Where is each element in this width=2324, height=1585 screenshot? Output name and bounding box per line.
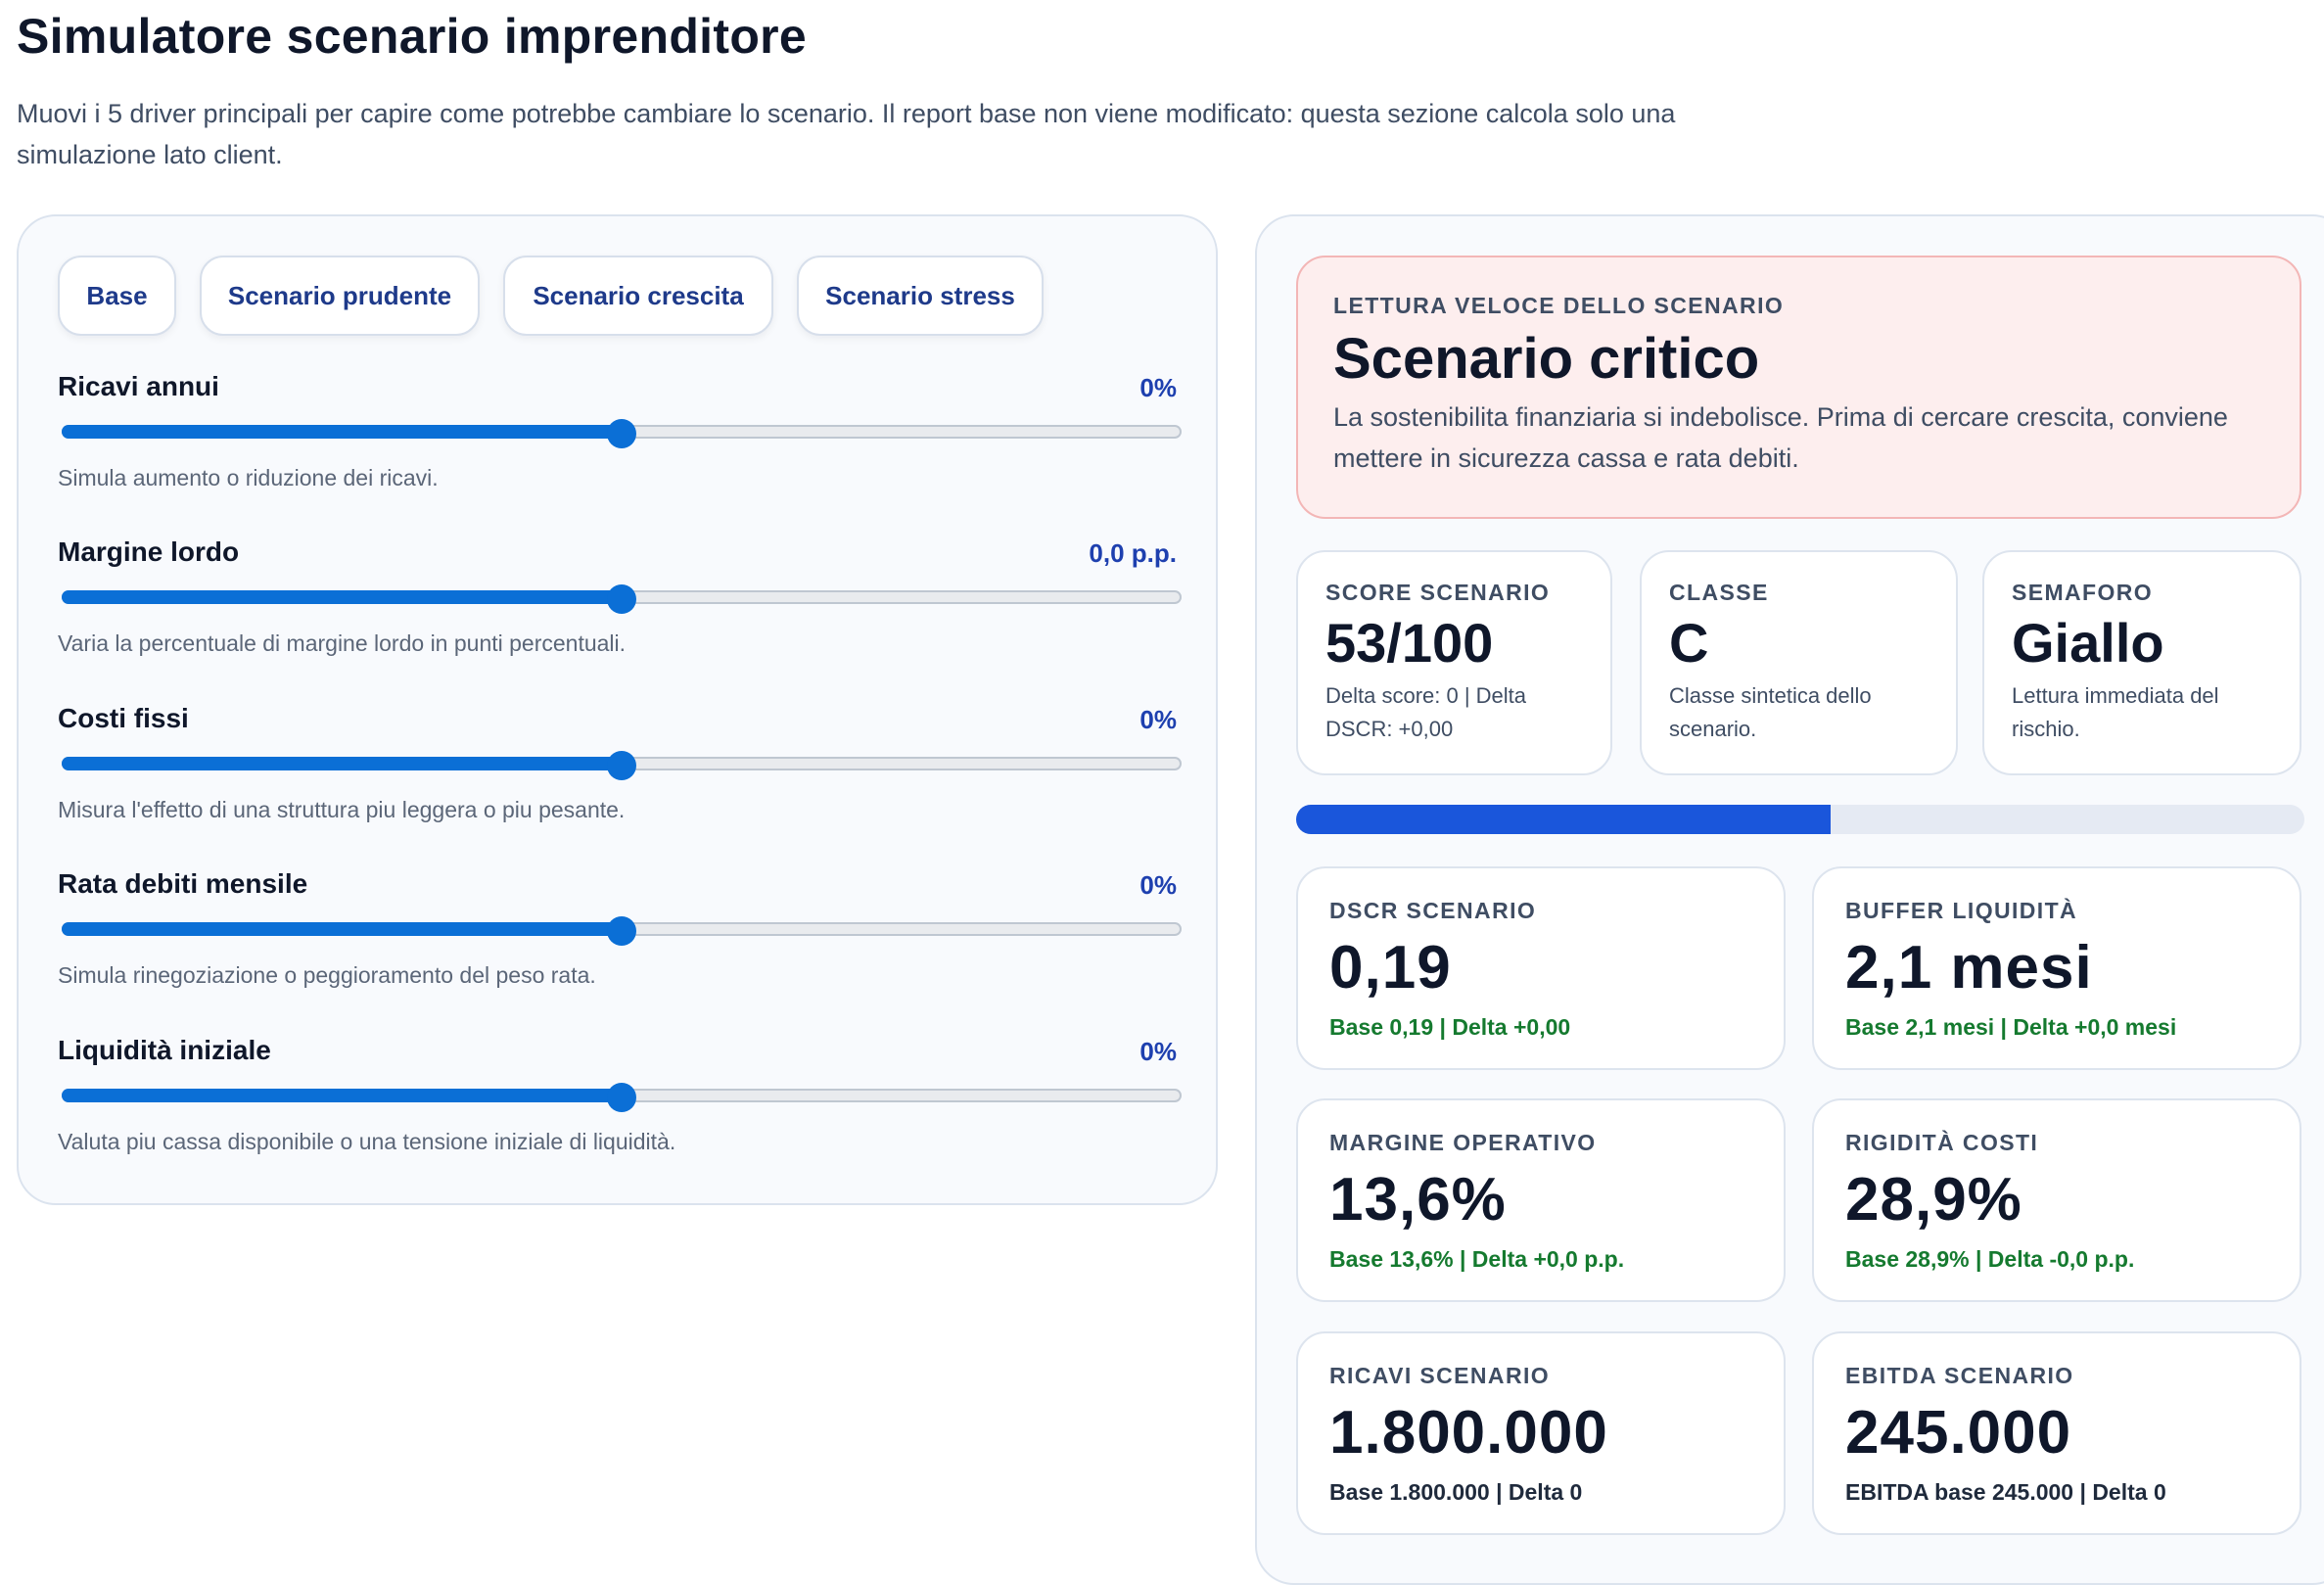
slider-help: Simula rinegoziazione o peggioramento de… (58, 962, 596, 988)
kpi-card-score: SCORE SCENARIO 53/100 Delta score: 0 | D… (1296, 550, 1612, 775)
kpi-value: Giallo (2012, 612, 2164, 674)
slider-costi-fissi: Costi fissi 0% Misura l'effetto di una s… (58, 703, 1200, 850)
metric-sub: Base 1.800.000 | Delta 0 (1329, 1479, 1583, 1505)
metric-sub: Base 2,1 mesi | Delta +0,0 mesi (1845, 1014, 2177, 1040)
kpi-value: C (1669, 612, 1709, 674)
kpi-sub: Lettura immediata del rischio. (2012, 683, 2219, 741)
slider-help: Simula aumento o riduzione dei ricavi. (58, 465, 439, 490)
summary-text: La sostenibilita finanziaria si indeboli… (1333, 402, 2228, 473)
summary-title: Scenario critico (1333, 327, 1760, 391)
score-progress-bar (1296, 805, 2304, 834)
slider-fill (62, 757, 622, 770)
kpi-card-semaforo: SEMAFORO Giallo Lettura immediata del ri… (1982, 550, 2301, 775)
score-progress-fill (1296, 805, 1831, 834)
metric-value: 0,19 (1329, 934, 1452, 1002)
metric-value: 1.800.000 (1329, 1399, 1608, 1467)
drivers-panel: Base Scenario prudente Scenario crescita… (17, 214, 1218, 1205)
slider-label: Ricavi annui (58, 371, 219, 401)
metric-card-buffer: BUFFER LIQUIDITÀ 2,1 mesi Base 2,1 mesi … (1812, 866, 2301, 1070)
metric-sub: Base 0,19 | Delta +0,00 (1329, 1014, 1571, 1040)
metric-card-dscr: DSCR SCENARIO 0,19 Base 0,19 | Delta +0,… (1296, 866, 1786, 1070)
slider-value: 0% (1139, 870, 1177, 900)
page: Simulatore scenario imprenditore Muovi i… (17, 9, 2324, 1585)
slider-help: Misura l'effetto di una struttura piu le… (58, 797, 626, 822)
metric-label: RIGIDITÀ COSTI (1845, 1130, 2039, 1155)
slider-fill (62, 590, 622, 604)
slider-help: Varia la percentuale di margine lordo in… (58, 630, 627, 656)
metric-card-ebitda: EBITDA SCENARIO 245.000 EBITDA base 245.… (1812, 1331, 2301, 1535)
slider-ricavi: Ricavi annui 0% Simula aumento o riduzio… (58, 371, 1200, 518)
metric-label: DSCR SCENARIO (1329, 898, 1537, 923)
metric-sub: EBITDA base 245.000 | Delta 0 (1845, 1479, 2166, 1505)
slider-value: 0% (1139, 1037, 1177, 1066)
slider-value: 0% (1139, 373, 1177, 402)
preset-buttons: Base Scenario prudente Scenario crescita… (58, 256, 1044, 336)
preset-prudente-button[interactable]: Scenario prudente (200, 256, 480, 336)
slider-margine: Margine lordo 0,0 p.p. Varia la percentu… (58, 536, 1200, 683)
kpi-value: 53/100 (1325, 612, 1494, 674)
kpi-label: CLASSE (1669, 580, 1769, 605)
metric-card-margine: MARGINE OPERATIVO 13,6% Base 13,6% | Del… (1296, 1098, 1786, 1302)
metric-value: 13,6% (1329, 1166, 1507, 1234)
slider-thumb[interactable] (607, 419, 636, 448)
slider-help: Valuta piu cassa disponibile o una tensi… (58, 1129, 676, 1154)
metric-value: 28,9% (1845, 1166, 2022, 1234)
slider-thumb[interactable] (607, 584, 636, 614)
slider-rata-debiti: Rata debiti mensile 0% Simula rinegoziaz… (58, 868, 1200, 1015)
slider-label: Liquidità iniziale (58, 1035, 271, 1065)
slider-value: 0,0 p.p. (1089, 538, 1177, 568)
summary-eyebrow: LETTURA VELOCE DELLO SCENARIO (1333, 293, 1785, 318)
preset-base-button[interactable]: Base (58, 256, 176, 336)
metric-card-ricavi: RICAVI SCENARIO 1.800.000 Base 1.800.000… (1296, 1331, 1786, 1535)
metric-label: EBITDA SCENARIO (1845, 1363, 2074, 1388)
kpi-card-classe: CLASSE C Classe sintetica dello scenario… (1640, 550, 1958, 775)
slider-liquidita: Liquidità iniziale 0% Valuta piu cassa d… (58, 1035, 1200, 1182)
kpi-label: SCORE SCENARIO (1325, 580, 1551, 605)
metric-value: 245.000 (1845, 1399, 2072, 1467)
page-title: Simulatore scenario imprenditore (17, 9, 808, 64)
kpi-sub: Classe sintetica dello scenario. (1669, 683, 1872, 741)
slider-fill (62, 1089, 622, 1102)
slider-label: Margine lordo (58, 536, 240, 567)
slider-fill (62, 922, 622, 936)
metric-sub: Base 28,9% | Delta -0,0 p.p. (1845, 1246, 2135, 1272)
slider-label: Rata debiti mensile (58, 868, 308, 899)
metric-sub: Base 13,6% | Delta +0,0 p.p. (1329, 1246, 1625, 1272)
preset-stress-button[interactable]: Scenario stress (797, 256, 1044, 336)
metric-label: BUFFER LIQUIDITÀ (1845, 898, 2078, 923)
scenario-summary-alert: LETTURA VELOCE DELLO SCENARIO Scenario c… (1296, 256, 2301, 519)
kpi-label: SEMAFORO (2012, 580, 2154, 605)
slider-label: Costi fissi (58, 703, 189, 733)
preset-crescita-button[interactable]: Scenario crescita (503, 256, 773, 336)
metric-card-rigidita: RIGIDITÀ COSTI 28,9% Base 28,9% | Delta … (1812, 1098, 2301, 1302)
metric-value: 2,1 mesi (1845, 934, 2093, 1002)
intro-text: Muovi i 5 driver principali per capire c… (17, 99, 1676, 169)
slider-thumb[interactable] (607, 916, 636, 946)
slider-thumb[interactable] (607, 1083, 636, 1112)
kpi-sub: Delta score: 0 | Delta DSCR: +0,00 (1325, 683, 1527, 741)
slider-value: 0% (1139, 705, 1177, 734)
slider-fill (62, 425, 622, 439)
slider-thumb[interactable] (607, 751, 636, 780)
metric-label: RICAVI SCENARIO (1329, 1363, 1551, 1388)
metric-label: MARGINE OPERATIVO (1329, 1130, 1597, 1155)
